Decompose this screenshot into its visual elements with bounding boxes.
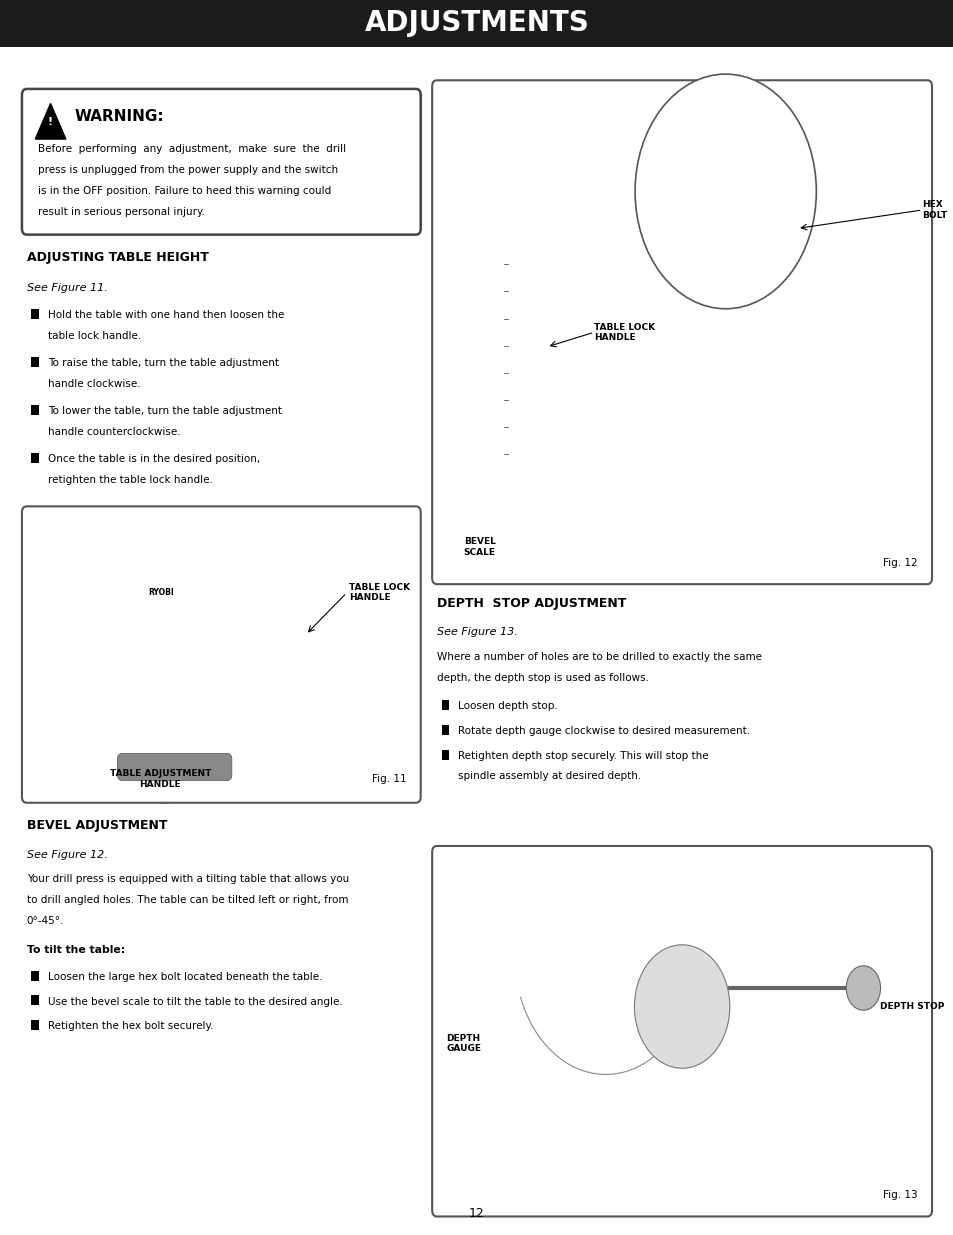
Text: To raise the table, turn the table adjustment: To raise the table, turn the table adjus… — [48, 358, 278, 368]
Text: 12: 12 — [469, 1207, 484, 1220]
Text: ADJUSTING TABLE HEIGHT: ADJUSTING TABLE HEIGHT — [27, 251, 209, 264]
Text: TABLE ADJUSTMENT
HANDLE: TABLE ADJUSTMENT HANDLE — [110, 769, 211, 789]
Text: handle counterclockwise.: handle counterclockwise. — [48, 427, 180, 437]
Text: Before  performing  any  adjustment,  make  sure  the  drill: Before performing any adjustment, make s… — [38, 144, 346, 154]
FancyBboxPatch shape — [432, 80, 931, 584]
Polygon shape — [35, 104, 66, 140]
Text: is in the OFF position. Failure to heed this warning could: is in the OFF position. Failure to heed … — [38, 186, 331, 196]
Text: Use the bevel scale to tilt the table to the desired angle.: Use the bevel scale to tilt the table to… — [48, 997, 342, 1007]
Bar — [475, 380, 589, 479]
Text: See Figure 11.: See Figure 11. — [27, 283, 108, 293]
Text: DEPTH STOP: DEPTH STOP — [879, 1002, 943, 1011]
FancyBboxPatch shape — [22, 89, 420, 235]
Bar — [167, 562, 182, 778]
Text: Once the table is in the desired position,: Once the table is in the desired positio… — [48, 454, 259, 464]
FancyBboxPatch shape — [117, 753, 232, 781]
Text: Fig. 11: Fig. 11 — [372, 774, 406, 784]
Text: to drill angled holes. The table can be tilted left or right, from: to drill angled holes. The table can be … — [27, 895, 348, 905]
Bar — [108, 756, 241, 778]
Text: RYOBI: RYOBI — [148, 588, 173, 597]
Text: See Figure 13.: See Figure 13. — [436, 627, 517, 637]
Bar — [31, 453, 39, 463]
Text: Rotate depth gauge clockwise to desired measurement.: Rotate depth gauge clockwise to desired … — [457, 726, 749, 736]
Text: ADJUSTMENTS: ADJUSTMENTS — [364, 10, 589, 37]
Text: handle clockwise.: handle clockwise. — [48, 379, 140, 389]
Bar — [298, 556, 312, 766]
Text: To lower the table, turn the table adjustment: To lower the table, turn the table adjus… — [48, 406, 281, 416]
Bar — [31, 405, 39, 415]
Bar — [31, 995, 39, 1005]
Text: retighten the table lock handle.: retighten the table lock handle. — [48, 475, 213, 485]
FancyBboxPatch shape — [22, 506, 420, 803]
Bar — [31, 357, 39, 367]
Bar — [475, 416, 898, 431]
Text: TABLE LOCK
HANDLE: TABLE LOCK HANDLE — [594, 322, 655, 342]
Text: Retighten the hex bolt securely.: Retighten the hex bolt securely. — [48, 1021, 213, 1031]
Text: TABLE LOCK
HANDLE: TABLE LOCK HANDLE — [348, 583, 410, 603]
Circle shape — [845, 966, 880, 1010]
Circle shape — [634, 945, 729, 1068]
Bar — [441, 750, 449, 760]
Bar — [172, 562, 177, 778]
Text: !: ! — [48, 117, 53, 127]
Bar — [31, 971, 39, 981]
Text: Loosen depth stop.: Loosen depth stop. — [457, 701, 558, 711]
Text: BEVEL ADJUSTMENT: BEVEL ADJUSTMENT — [27, 819, 167, 832]
Text: BEVEL
SCALE: BEVEL SCALE — [463, 537, 496, 557]
Bar — [660, 1118, 702, 1186]
Text: Your drill press is equipped with a tilting table that allows you: Your drill press is equipped with a tilt… — [27, 874, 349, 884]
Bar — [676, 902, 697, 1186]
Bar — [441, 725, 449, 735]
Bar — [98, 708, 251, 718]
Text: See Figure 12.: See Figure 12. — [27, 850, 108, 860]
Bar — [132, 536, 217, 604]
Text: DEPTH  STOP ADJUSTMENT: DEPTH STOP ADJUSTMENT — [436, 597, 626, 610]
Text: Where a number of holes are to be drilled to exactly the same: Where a number of holes are to be drille… — [436, 652, 761, 662]
Text: Loosen the large hex bolt located beneath the table.: Loosen the large hex bolt located beneat… — [48, 972, 322, 982]
Circle shape — [103, 642, 227, 803]
Bar — [680, 902, 690, 1186]
Bar — [475, 111, 503, 553]
Text: HEX
BOLT: HEX BOLT — [922, 200, 946, 220]
Bar — [482, 111, 494, 553]
Text: Hold the table with one hand then loosen the: Hold the table with one hand then loosen… — [48, 310, 284, 320]
Text: spindle assembly at desired depth.: spindle assembly at desired depth. — [457, 771, 640, 781]
Text: Fig. 13: Fig. 13 — [882, 1191, 917, 1200]
Text: To tilt the table:: To tilt the table: — [27, 945, 125, 955]
Text: press is unplugged from the power supply and the switch: press is unplugged from the power supply… — [38, 165, 338, 175]
Text: result in serious personal injury.: result in serious personal injury. — [38, 207, 205, 217]
Bar — [281, 568, 348, 648]
Circle shape — [635, 74, 816, 309]
Bar — [0, 0, 953, 47]
Bar — [441, 700, 449, 710]
Bar — [31, 1020, 39, 1030]
Text: WARNING:: WARNING: — [74, 109, 164, 124]
Text: table lock handle.: table lock handle. — [48, 331, 141, 341]
Text: Retighten depth stop securely. This will stop the: Retighten depth stop securely. This will… — [457, 751, 708, 761]
Text: DEPTH
GAUGE: DEPTH GAUGE — [446, 1034, 481, 1053]
Text: Fig. 12: Fig. 12 — [882, 558, 917, 568]
Text: depth, the depth stop is used as follows.: depth, the depth stop is used as follows… — [436, 673, 648, 683]
Text: 0°-45°.: 0°-45°. — [27, 916, 64, 926]
FancyBboxPatch shape — [432, 846, 931, 1216]
Bar — [31, 309, 39, 319]
